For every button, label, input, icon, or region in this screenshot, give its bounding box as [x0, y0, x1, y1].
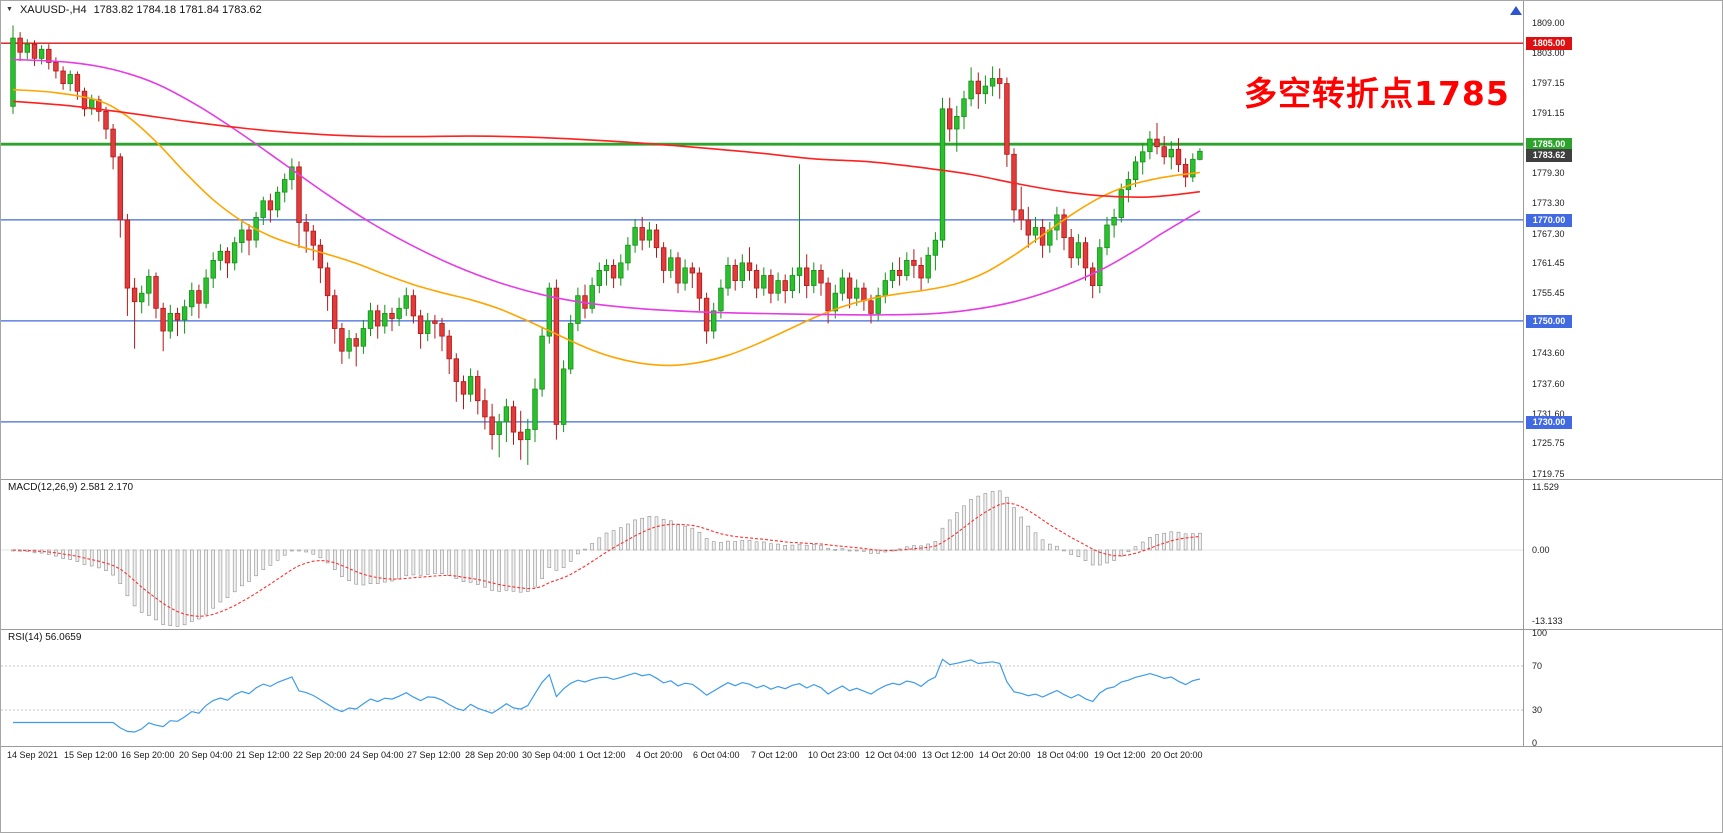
price-tag-1730.00: 1730.00 — [1526, 416, 1572, 429]
rsi-scale-label: 0 — [1532, 738, 1538, 748]
rsi-scale-label: 30 — [1532, 705, 1543, 715]
price-scale-label: 1761.45 — [1532, 258, 1565, 268]
date-label: 10 Oct 23:00 — [808, 750, 860, 760]
price-scale-label: 1755.45 — [1532, 288, 1565, 298]
price-tag-1770.00: 1770.00 — [1526, 214, 1572, 227]
date-label: 6 Oct 04:00 — [693, 750, 740, 760]
date-label: 16 Sep 20:00 — [121, 750, 175, 760]
date-label: 20 Sep 04:00 — [179, 750, 233, 760]
date-label: 30 Sep 04:00 — [522, 750, 576, 760]
ohlc-values: 1783.82 1784.18 1781.84 1783.62 — [93, 4, 262, 16]
date-label: 24 Sep 04:00 — [350, 750, 404, 760]
date-label: 21 Sep 12:00 — [236, 750, 290, 760]
date-label: 7 Oct 12:00 — [751, 750, 798, 760]
date-label: 14 Oct 20:00 — [979, 750, 1031, 760]
ma-magenta — [12, 58, 1201, 316]
candlesticks — [10, 25, 1203, 465]
price-scale-label: 1731.60 — [1532, 409, 1565, 419]
chart-header: ▼ XAUUSD-,H4 1783.82 1784.18 1781.84 178… — [6, 4, 262, 16]
rsi-panel — [1, 658, 1523, 733]
symbol-label: XAUUSD-,H4 — [19, 4, 87, 16]
date-label: 18 Oct 04:00 — [1037, 750, 1089, 760]
rsi-scale-label: 70 — [1532, 661, 1543, 671]
price-scale-label: 1803.00 — [1532, 48, 1565, 58]
date-label: 28 Sep 20:00 — [465, 750, 519, 760]
rsi-scale-label: 100 — [1532, 628, 1548, 638]
symbol-marker-icon: ▼ — [6, 5, 13, 13]
macd-signal-line — [12, 502, 1200, 617]
date-label: 15 Sep 12:00 — [64, 750, 118, 760]
date-label: 12 Oct 04:00 — [865, 750, 917, 760]
ma-red — [12, 100, 1200, 199]
ma-orange — [12, 88, 1200, 367]
price-scale-label: 1719.75 — [1532, 469, 1565, 479]
price-scale-label: 1809.00 — [1532, 18, 1565, 28]
price-tag-1783.62: 1783.62 — [1526, 149, 1572, 162]
macd-scale-label: 0.00 — [1532, 545, 1550, 555]
date-label: 13 Oct 12:00 — [922, 750, 974, 760]
price-scale-label: 1737.60 — [1532, 379, 1565, 389]
price-tag-1805.00: 1805.00 — [1526, 37, 1572, 50]
price-tag-1785.00: 1785.00 — [1526, 138, 1572, 151]
scroll-to-end-marker[interactable] — [1510, 6, 1522, 15]
panel-separators — [1, 1, 1722, 747]
date-label: 4 Oct 20:00 — [636, 750, 683, 760]
macd-label: MACD(12,26,9) 2.581 2.170 — [8, 482, 134, 493]
macd-scale-label: 11.529 — [1532, 482, 1559, 492]
macd-panel — [1, 490, 1523, 627]
date-label: 14 Sep 2021 — [7, 750, 59, 760]
date-label: 22 Sep 20:00 — [293, 750, 347, 760]
price-scale[interactable]: 1809.001803.001797.151791.151785.301779.… — [1525, 1, 1722, 748]
price-scale-label: 1779.30 — [1532, 168, 1565, 178]
date-label: 27 Sep 12:00 — [407, 750, 461, 760]
rsi-line — [13, 658, 1201, 733]
rsi-label: RSI(14) 56.0659 — [8, 632, 82, 643]
date-label: 1 Oct 12:00 — [579, 750, 626, 760]
date-label: 20 Oct 20:00 — [1151, 750, 1203, 760]
price-scale-label: 1791.15 — [1532, 108, 1565, 118]
price-tag-1750.00: 1750.00 — [1526, 315, 1572, 328]
price-scale-label: 1725.75 — [1532, 438, 1565, 448]
macd-histogram — [11, 490, 1202, 627]
time-axis[interactable]: 14 Sep 2021 15 Sep 12:00 16 Sep 20:00 20 Se… — [1, 748, 1722, 764]
price-scale-label: 1743.60 — [1532, 348, 1565, 358]
price-scale-label: 1767.30 — [1532, 229, 1565, 239]
date-label: 19 Oct 12:00 — [1094, 750, 1146, 760]
price-panel — [1, 25, 1523, 465]
price-scale-label: 1773.30 — [1532, 198, 1565, 208]
price-scale-label: 1797.15 — [1532, 78, 1565, 88]
annotation-text: 多空转折点1785 — [1244, 74, 1510, 113]
macd-scale-label: -13.133 — [1532, 616, 1563, 626]
